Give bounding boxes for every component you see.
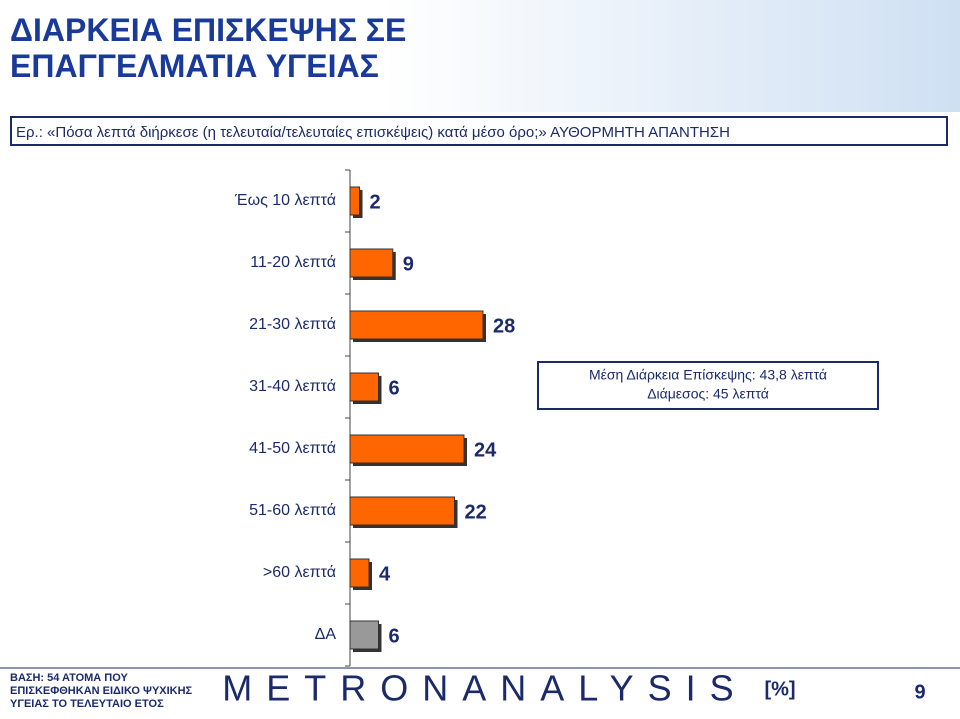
header-band [0,0,960,112]
category-label: 31-40 λεπτά [249,378,336,395]
question: Ερ.: «Πόσα λεπτά διήρκεσε (η τελευταία/τ… [10,116,948,146]
unit: [%] [764,678,795,700]
annotation: Μέση Διάρκεια Επίσκεψης: 43,8 λεπτά [589,367,827,383]
value-label: 6 [389,377,400,399]
bar [349,310,484,340]
category-label: 11-20 λεπτά [250,254,336,271]
base-note: ΒΑΣΗ: 54 ΑΤΟΜΑ ΠΟΥ [10,672,128,684]
page-number: 9 [914,681,925,703]
category-label: >60 λεπτά [263,564,336,581]
bar [349,186,360,216]
base-note: ΥΓΕΙΑΣ ΤΟ ΤΕΛΕΥΤΑΙΟ ΕΤΟΣ [10,698,164,710]
value-label: 9 [403,253,414,275]
annotation-box [537,361,879,410]
category-label: Έως 10 λεπτά [234,192,336,209]
value-label: 28 [493,315,515,337]
bar [349,372,379,402]
title: ΔΙΑΡΚΕΙΑ ΕΠΙΣΚΕΨΗΣ ΣΕ ΕΠΑΓΓΕΛΜΑΤΙΑ ΥΓΕΙΑ… [10,12,407,84]
category-label: ΔΑ [315,626,337,643]
logo: METRONANALYSIS [222,668,747,709]
category-label: 21-30 λεπτά [249,316,336,333]
category-label: 51-60 λεπτά [249,502,336,519]
value-label: 4 [379,563,391,585]
bar [349,558,370,588]
annotation: Διάμεσος: 45 λεπτά [647,386,769,402]
base-note: ΕΠΙΣΚΕΦΘΗΚΑΝ ΕΙΔΙΚΟ ΨΥΧΙΚΗΣ [10,685,193,697]
value-label: 22 [465,501,487,523]
value-label: 6 [389,625,400,647]
bar [349,248,394,278]
bar [349,620,379,650]
value-label: 2 [370,191,381,213]
bar [349,496,455,526]
category-label: 41-50 λεπτά [249,440,336,457]
value-label: 24 [474,439,497,461]
bar [349,434,465,464]
